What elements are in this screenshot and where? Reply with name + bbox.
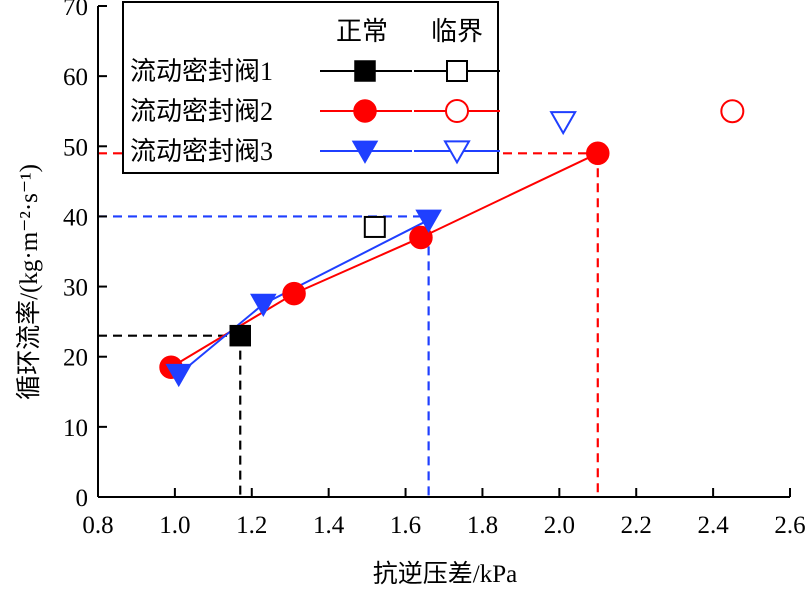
x-tick-label-2: 1.0 [159,512,190,539]
point-normal-3-2 [250,293,277,318]
point-critical-1-1 [363,215,386,238]
y-ticks: 0 10 20 30 40 50 60 70 [63,0,107,512]
point-critical-3-1 [549,111,577,136]
y-tick-label-7: 60 [63,64,88,91]
legend-marker-critical-2 [445,99,469,123]
legend-box [122,1,499,174]
legend-marker-critical-1 [446,60,468,82]
y-tick-label-8: 70 [63,0,88,21]
legend-marker-critical-3 [443,140,471,165]
x-tick-label-7: 2.0 [544,512,575,539]
point-normal-2-3 [409,225,433,250]
x-ticks: 0.8 1.0 1.2 1.4 1.6 1.8 2.0 2.2 2.4 2.6 [82,488,806,539]
x-tick-label-6: 1.8 [467,512,498,539]
point-normal-3-1 [165,363,193,388]
x-tick-label-4: 1.4 [313,512,345,539]
legend-header-critical: 临界 [431,17,483,46]
x-tick-label-8: 2.2 [621,512,652,539]
x-tick-label-5: 1.6 [390,512,421,539]
point-critical-2-1 [720,99,745,124]
y-tick-label-4: 30 [63,275,88,302]
axes [97,6,790,498]
point-normal-2-4 [586,141,610,166]
legend-label-2: 流动密封阀2 [130,97,273,126]
y-tick-label-2: 10 [63,415,88,442]
x-tick-label-10: 2.6 [774,512,805,539]
x-tick-label-9: 2.4 [697,512,729,539]
y-tick-label-1: 0 [76,485,89,512]
x-tick-label-3: 1.2 [236,512,267,539]
x-tick-label-1: 0.8 [82,512,113,539]
legend-marker-normal-2 [353,99,377,123]
y-tick-label-5: 40 [63,204,88,231]
legend-marker-normal-3 [351,140,379,164]
legend-header-normal: 正常 [336,17,388,46]
y-axis-label: 循环流率/(kg·m⁻²·s⁻¹) [15,164,43,400]
legend-label-3: 流动密封阀3 [130,137,273,166]
x-axis-label: 抗逆压差/kPa [373,560,517,588]
point-normal-3-3 [415,209,442,233]
guide-lines [98,152,599,497]
legend-marker-normal-1 [354,60,376,82]
y-tick-label-3: 20 [63,345,88,372]
data-markers [159,99,745,388]
point-normal-2-2 [282,281,306,306]
y-tick-label-6: 50 [63,134,88,161]
legend-label-1: 流动密封阀1 [130,57,273,86]
point-normal-1-1 [229,324,251,347]
